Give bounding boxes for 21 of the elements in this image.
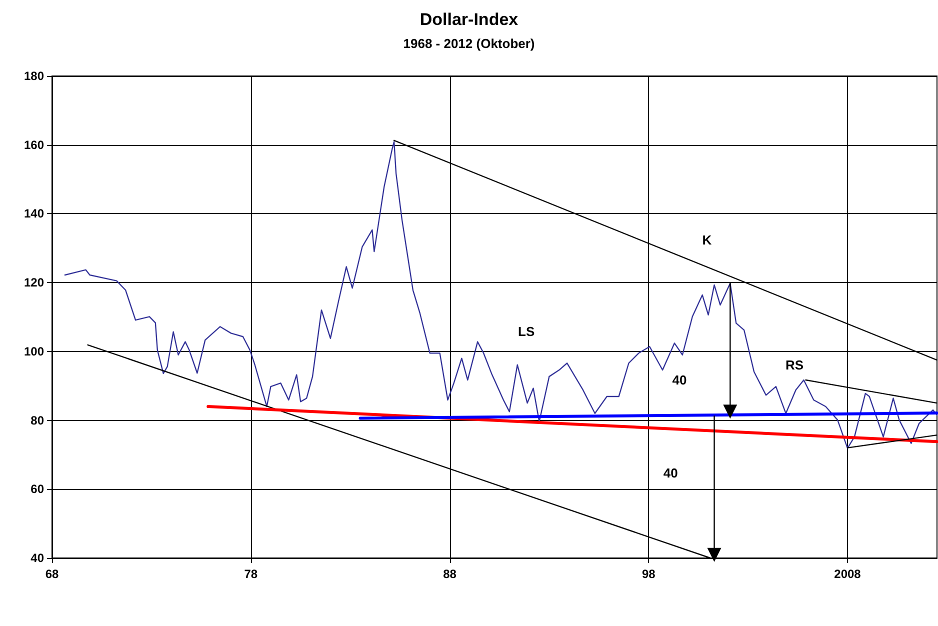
line-series [64, 141, 938, 449]
annotation: RS [785, 358, 804, 373]
y-tick-label: 60 [30, 482, 44, 496]
x-tick-label: 98 [642, 567, 656, 581]
y-tick-label: 120 [24, 276, 44, 290]
chart-subtitle: 1968 - 2012 (Oktober) [403, 36, 535, 51]
y-tick-label: 40 [30, 551, 44, 565]
annotation: 40 [663, 466, 678, 481]
y-tick-label: 180 [24, 69, 44, 83]
y-tick-label: 100 [24, 344, 44, 358]
y-tick-label: 140 [24, 206, 44, 221]
annotation: K [702, 232, 712, 248]
x-tick-label: 2008 [834, 567, 862, 581]
annotation: 40 [672, 372, 687, 388]
y-tick-label: 80 [30, 413, 44, 428]
x-tick-label: 68 [45, 567, 59, 581]
x-tick-label: 88 [443, 567, 457, 581]
x-tick-label: 78 [244, 567, 258, 581]
chart-title: Dollar-Index [420, 10, 519, 29]
y-tick-label: 160 [24, 138, 44, 152]
annotation: LS [518, 324, 535, 339]
